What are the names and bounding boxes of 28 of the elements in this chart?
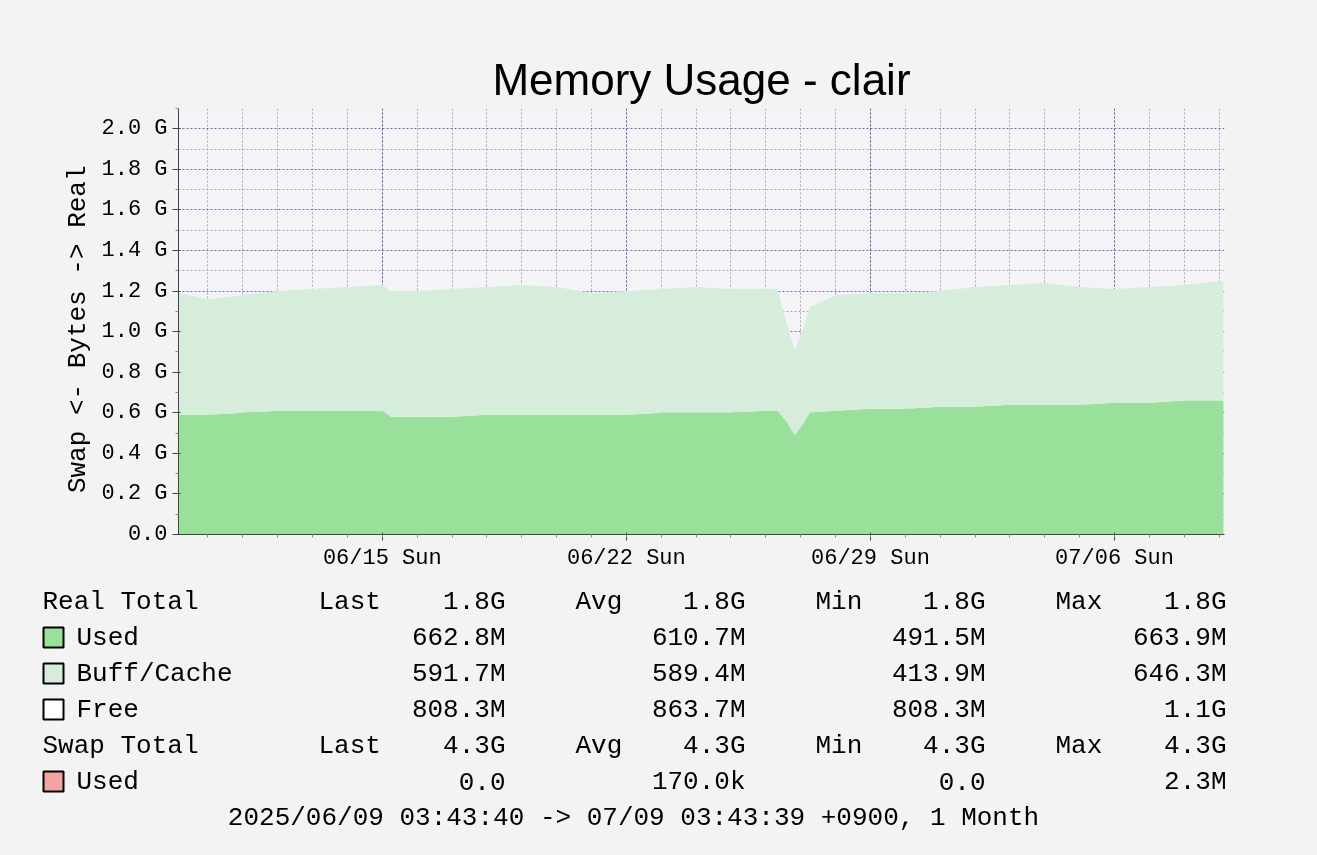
text: 808.3M 863.7M 808.3M 1.1G <box>411 694 1227 725</box>
y-tick-label: 1.0 G <box>101 319 168 345</box>
y-tick-label: 1.6 G <box>101 197 168 223</box>
chart-title: Memory Usage - clair <box>492 54 911 104</box>
y-tick-label: 0.6 G <box>101 400 168 426</box>
y-tick-label: 1.2 G <box>101 278 168 304</box>
y-tick-label: 0.4 G <box>101 440 168 466</box>
x-tick-label: 06/15 Sun <box>322 545 442 571</box>
y-tick-label: 1.4 G <box>101 238 168 263</box>
y-tick-label: 0.2 G <box>101 481 168 507</box>
y-axis-title: Swap <- Bytes -> Real <box>63 165 94 494</box>
x-tick-label: 06/22 Sun <box>566 545 686 571</box>
legend-label: Buff/Cache <box>76 658 233 689</box>
text: 662.8M 610.7M 491.5M 663.9M <box>411 622 1227 653</box>
legend-label: Free <box>76 694 139 725</box>
text: 591.7M 589.4M 413.9M 646.3M <box>411 658 1227 689</box>
legend-label: Used <box>76 622 139 653</box>
y-tick-label: 2.0 G <box>101 116 168 142</box>
text: Swap Total Last 4.3G Avg 4.3G Min 4.3G Max 4.3G <box>42 730 1227 761</box>
text: Real Total Last 1.8G Avg 1.8G Min 1.8G Max 1.8G <box>42 586 1227 617</box>
x-tick-label: 07/06 Sun <box>1055 545 1174 571</box>
y-tick-label: 0.0 <box>127 522 168 547</box>
legend-label: Used <box>76 766 139 797</box>
y-tick-label: 0.8 G <box>101 359 168 385</box>
text: 2025/06/09 03:43:40 -> 07/09 03:43:39 +0900, 1 Month <box>227 802 1040 833</box>
y-tick-label: 1.8 G <box>101 156 168 182</box>
text: 0.0 170.0k 0.0 2.3M <box>458 766 1227 798</box>
x-tick-label: 06/29 Sun <box>811 545 930 571</box>
